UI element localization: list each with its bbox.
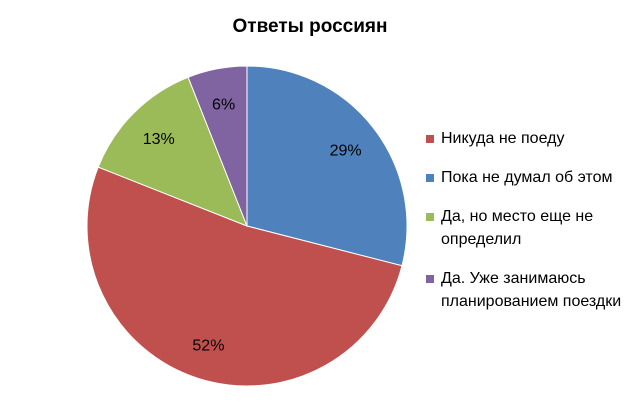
legend-swatch xyxy=(426,174,434,182)
legend-label: Пока не думал об этом xyxy=(441,169,613,186)
slice-data-label: 13% xyxy=(143,131,175,148)
chart-title: Ответы россиян xyxy=(232,16,388,37)
pie-slice xyxy=(97,76,248,227)
legend-item: Да. Уже занимаюсь планированием поездки xyxy=(426,267,636,313)
legend-item: Никуда не поеду xyxy=(426,127,636,150)
slice-data-label: 52% xyxy=(192,338,224,355)
pie-slice xyxy=(86,166,403,387)
legend-label: Да, но место еще не определил xyxy=(441,208,594,248)
pie-slice xyxy=(187,65,248,227)
legend-label: Да. Уже занимаюсь планированием поездки xyxy=(441,270,622,310)
slice-data-label: 29% xyxy=(330,143,362,160)
legend-item: Пока не думал об этом xyxy=(426,166,636,189)
slice-data-label: 6% xyxy=(212,96,235,113)
legend-swatch xyxy=(426,275,434,283)
legend-label: Никуда не поеду xyxy=(441,130,565,147)
legend-swatch xyxy=(426,135,434,143)
legend-swatch xyxy=(426,213,434,221)
pie-slice xyxy=(246,65,408,267)
legend-item: Да, но место еще не определил xyxy=(426,205,636,251)
chart-legend: Никуда не поеду Пока не думал об этом Да… xyxy=(426,127,636,313)
